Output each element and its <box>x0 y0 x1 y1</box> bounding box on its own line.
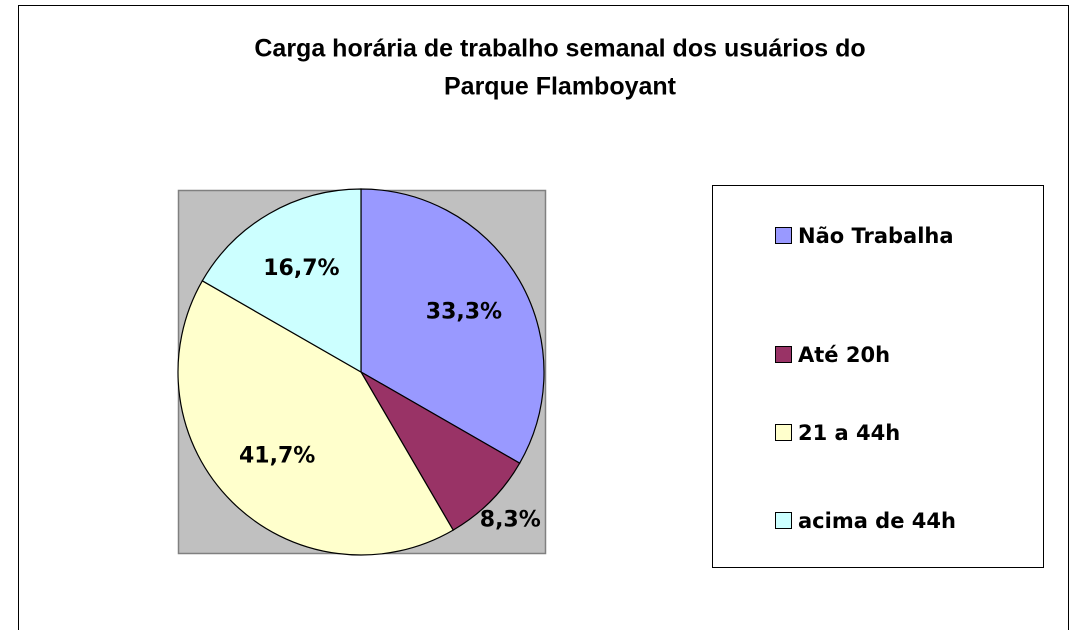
legend-swatch <box>775 512 792 529</box>
legend-swatch <box>775 424 792 441</box>
legend-label: Não Trabalha <box>798 224 954 248</box>
chart-title: Carga horária de trabalho semanal dos us… <box>254 35 865 63</box>
pie-slice <box>360 188 545 464</box>
pie-slice <box>177 280 454 556</box>
data-label: 41,7% <box>239 443 315 468</box>
legend-label: Até 20h <box>798 343 890 367</box>
pie-slice <box>201 188 362 374</box>
legend-swatch <box>775 227 792 244</box>
legend-swatch <box>775 346 792 363</box>
chart-title: Parque Flamboyant <box>444 73 677 101</box>
pie-slice <box>359 370 521 531</box>
legend-box <box>712 185 1044 568</box>
legend-label: acima de 44h <box>798 509 956 533</box>
data-label: 16,7% <box>263 256 339 281</box>
data-label: 33,3% <box>426 299 502 324</box>
data-label: 8,3% <box>480 507 541 532</box>
legend-label: 21 a 44h <box>798 421 900 445</box>
